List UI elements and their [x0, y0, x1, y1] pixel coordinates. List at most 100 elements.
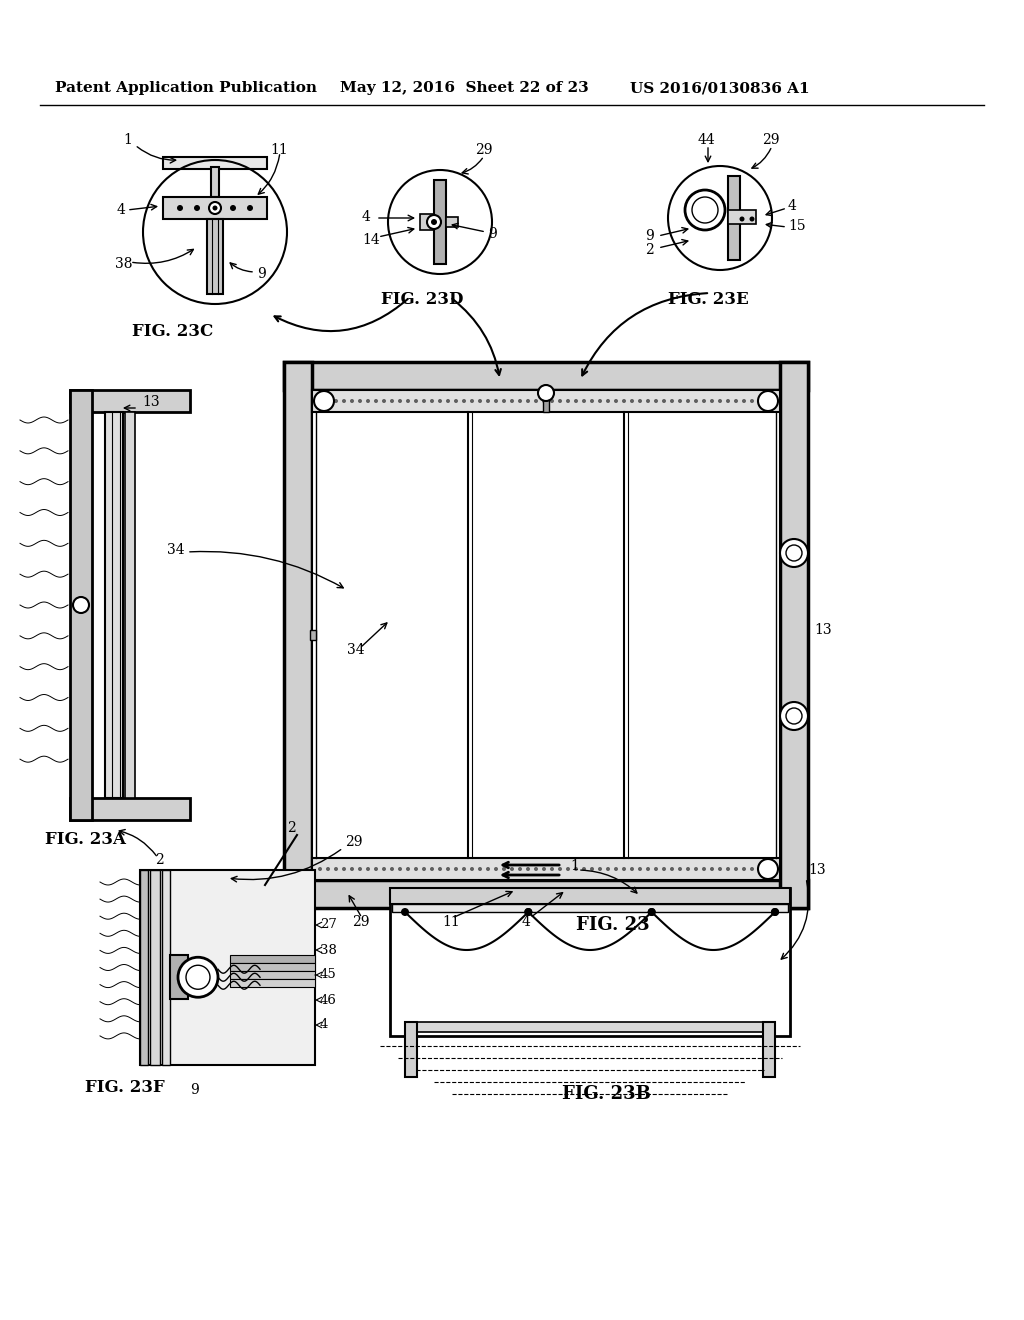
Text: 1: 1 — [570, 859, 579, 873]
Circle shape — [598, 399, 602, 403]
Bar — [390, 888, 790, 904]
Text: 38: 38 — [115, 257, 132, 271]
Circle shape — [178, 957, 218, 997]
Circle shape — [486, 399, 490, 403]
Text: 11: 11 — [270, 143, 288, 157]
Circle shape — [510, 399, 514, 403]
Text: 1: 1 — [123, 133, 132, 147]
Circle shape — [382, 867, 386, 871]
Bar — [284, 362, 312, 908]
Circle shape — [670, 399, 674, 403]
Bar — [230, 964, 315, 972]
Circle shape — [766, 399, 770, 403]
Circle shape — [566, 399, 570, 403]
Text: 9: 9 — [645, 228, 653, 243]
Circle shape — [230, 205, 236, 211]
Circle shape — [401, 908, 409, 916]
Circle shape — [780, 702, 808, 730]
Text: 13: 13 — [142, 395, 160, 409]
Circle shape — [702, 399, 706, 403]
Bar — [162, 870, 170, 1065]
Circle shape — [647, 908, 655, 916]
Circle shape — [542, 399, 546, 403]
Circle shape — [630, 399, 634, 403]
Circle shape — [494, 867, 498, 871]
Circle shape — [382, 399, 386, 403]
Circle shape — [758, 399, 762, 403]
Text: FIG. 23B: FIG. 23B — [562, 1085, 651, 1104]
Circle shape — [574, 867, 578, 871]
Circle shape — [678, 399, 682, 403]
Circle shape — [654, 399, 658, 403]
Circle shape — [686, 867, 690, 871]
Circle shape — [446, 399, 450, 403]
Circle shape — [422, 867, 426, 871]
Circle shape — [366, 867, 370, 871]
Circle shape — [614, 867, 618, 871]
Text: 2: 2 — [645, 243, 653, 257]
Circle shape — [502, 867, 506, 871]
Circle shape — [374, 399, 378, 403]
Circle shape — [550, 399, 554, 403]
Circle shape — [630, 867, 634, 871]
Text: 13: 13 — [814, 623, 831, 638]
Text: 45: 45 — [319, 969, 337, 982]
Circle shape — [478, 867, 482, 871]
Circle shape — [390, 867, 394, 871]
Text: 4: 4 — [362, 210, 371, 224]
Circle shape — [462, 867, 466, 871]
Circle shape — [73, 597, 89, 612]
Circle shape — [694, 399, 698, 403]
Circle shape — [710, 399, 714, 403]
Text: 2: 2 — [287, 821, 296, 836]
Circle shape — [470, 399, 474, 403]
Circle shape — [750, 399, 754, 403]
Circle shape — [758, 391, 778, 411]
Bar — [163, 157, 267, 169]
Circle shape — [606, 399, 610, 403]
Bar — [434, 180, 446, 264]
Text: US 2016/0130836 A1: US 2016/0130836 A1 — [630, 81, 810, 95]
Circle shape — [518, 399, 522, 403]
Circle shape — [582, 867, 586, 871]
Circle shape — [638, 399, 642, 403]
Circle shape — [734, 399, 738, 403]
Circle shape — [470, 867, 474, 871]
Bar — [230, 979, 315, 987]
Circle shape — [462, 399, 466, 403]
Bar — [284, 880, 808, 908]
Circle shape — [524, 908, 532, 916]
Bar — [70, 799, 190, 820]
Bar — [163, 197, 267, 219]
Bar — [230, 972, 315, 979]
Circle shape — [646, 399, 650, 403]
Circle shape — [209, 202, 221, 214]
Circle shape — [558, 399, 562, 403]
Circle shape — [314, 391, 334, 411]
Circle shape — [318, 399, 322, 403]
Circle shape — [538, 385, 554, 401]
Bar — [310, 630, 316, 640]
Circle shape — [350, 399, 354, 403]
Bar — [312, 389, 780, 880]
Bar — [70, 389, 190, 412]
Circle shape — [786, 708, 802, 723]
Circle shape — [406, 399, 410, 403]
Circle shape — [502, 399, 506, 403]
Circle shape — [430, 867, 434, 871]
Circle shape — [771, 908, 779, 916]
Circle shape — [358, 399, 362, 403]
Text: 2: 2 — [155, 853, 164, 867]
Text: 38: 38 — [319, 944, 337, 957]
Bar — [230, 956, 315, 964]
Circle shape — [326, 867, 330, 871]
Circle shape — [342, 399, 346, 403]
Circle shape — [438, 867, 442, 871]
Circle shape — [478, 399, 482, 403]
Bar — [420, 214, 434, 230]
Text: FIG. 23E: FIG. 23E — [668, 292, 749, 309]
Text: 4: 4 — [522, 915, 530, 929]
Circle shape — [590, 867, 594, 871]
Circle shape — [622, 867, 626, 871]
Circle shape — [758, 867, 762, 871]
